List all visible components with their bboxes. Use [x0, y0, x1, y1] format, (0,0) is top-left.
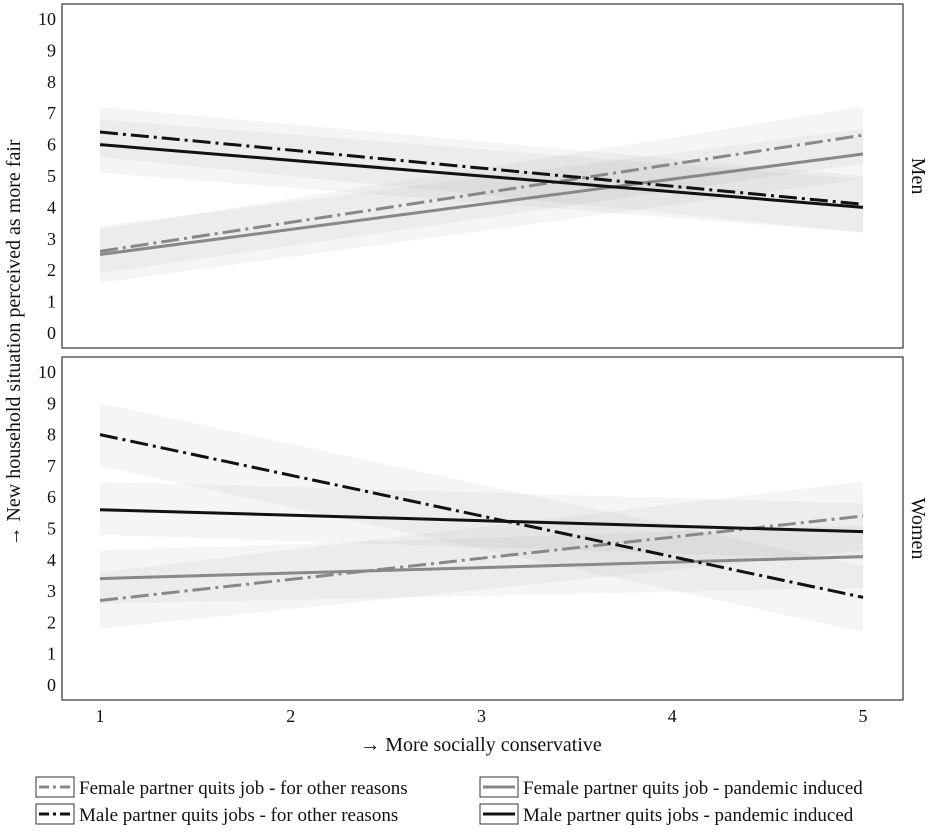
y-tick-label: 5: [47, 519, 56, 539]
x-tick-label: 3: [477, 706, 486, 726]
series-line: [99, 508, 864, 534]
panel-label: Men: [907, 158, 929, 195]
y-tick-label: 3: [47, 581, 56, 601]
y-tick-label: 1: [47, 644, 56, 664]
y-tick-label: 3: [47, 229, 56, 249]
y-tick-label: 6: [47, 487, 56, 507]
confidence-band: [100, 403, 863, 632]
confidence-band: [100, 481, 863, 629]
series-line: [99, 143, 864, 209]
y-tick-label: 9: [47, 40, 56, 60]
series-line: [99, 514, 864, 602]
legend-label: Male partner quits jobs - pandemic induc…: [523, 805, 854, 826]
legend-item: Female partner quits job - for other rea…: [35, 776, 408, 799]
series-line: [99, 433, 864, 599]
y-tick-label: 1: [47, 292, 56, 312]
y-tick-label: 2: [47, 260, 56, 280]
x-tick-label: 2: [286, 706, 295, 726]
x-tick-label: 4: [668, 706, 677, 726]
x-tick-label: 5: [859, 706, 868, 726]
y-tick-label: 5: [47, 166, 56, 186]
y-tick-label: 0: [47, 675, 56, 695]
legend-label: Female partner quits job - pandemic indu…: [523, 778, 863, 799]
panel-label: Women: [907, 498, 929, 560]
legend-label: Male partner quits jobs - for other reas…: [79, 805, 398, 826]
panel-women: 0 1 2 3 4 5 6 7 8 9 10 Women: [38, 356, 929, 701]
y-axis-title: → New household situation perceived as m…: [3, 139, 25, 546]
x-tick-label: 1: [96, 706, 105, 726]
series-line: [99, 130, 864, 206]
panel-men: 0 1 2 3 4 5 6 7 8 9 10 Men: [38, 3, 929, 349]
y-tick-label: 4: [47, 550, 56, 570]
y-tick-label: 10: [38, 9, 56, 29]
confidence-band: [100, 106, 863, 274]
series-line: [99, 133, 864, 253]
y-tick-label: 6: [47, 135, 56, 155]
confidence-band: [100, 128, 863, 283]
confidence-band: [100, 106, 863, 233]
legend-item: Female partner quits job - pandemic indu…: [479, 776, 863, 799]
y-tick-label: 10: [38, 362, 56, 382]
y-tick-label: 7: [47, 456, 56, 476]
y-tick-label: 0: [47, 323, 56, 343]
y-tick-label: 2: [47, 612, 56, 632]
legend-item: Male partner quits jobs - for other reas…: [35, 803, 398, 826]
series-line: [99, 555, 864, 581]
y-tick-label: 8: [47, 425, 56, 445]
legend-label: Female partner quits job - for other rea…: [79, 778, 408, 799]
confidence-band: [100, 525, 863, 604]
y-tick-label: 8: [47, 72, 56, 92]
y-tick-label: 9: [47, 393, 56, 413]
legend-item: Male partner quits jobs - pandemic induc…: [479, 803, 854, 826]
series-line: [99, 152, 864, 256]
x-axis-title: → More socially conservative: [360, 734, 602, 756]
y-tick-label: 4: [47, 197, 56, 217]
y-tick-label: 7: [47, 103, 56, 123]
